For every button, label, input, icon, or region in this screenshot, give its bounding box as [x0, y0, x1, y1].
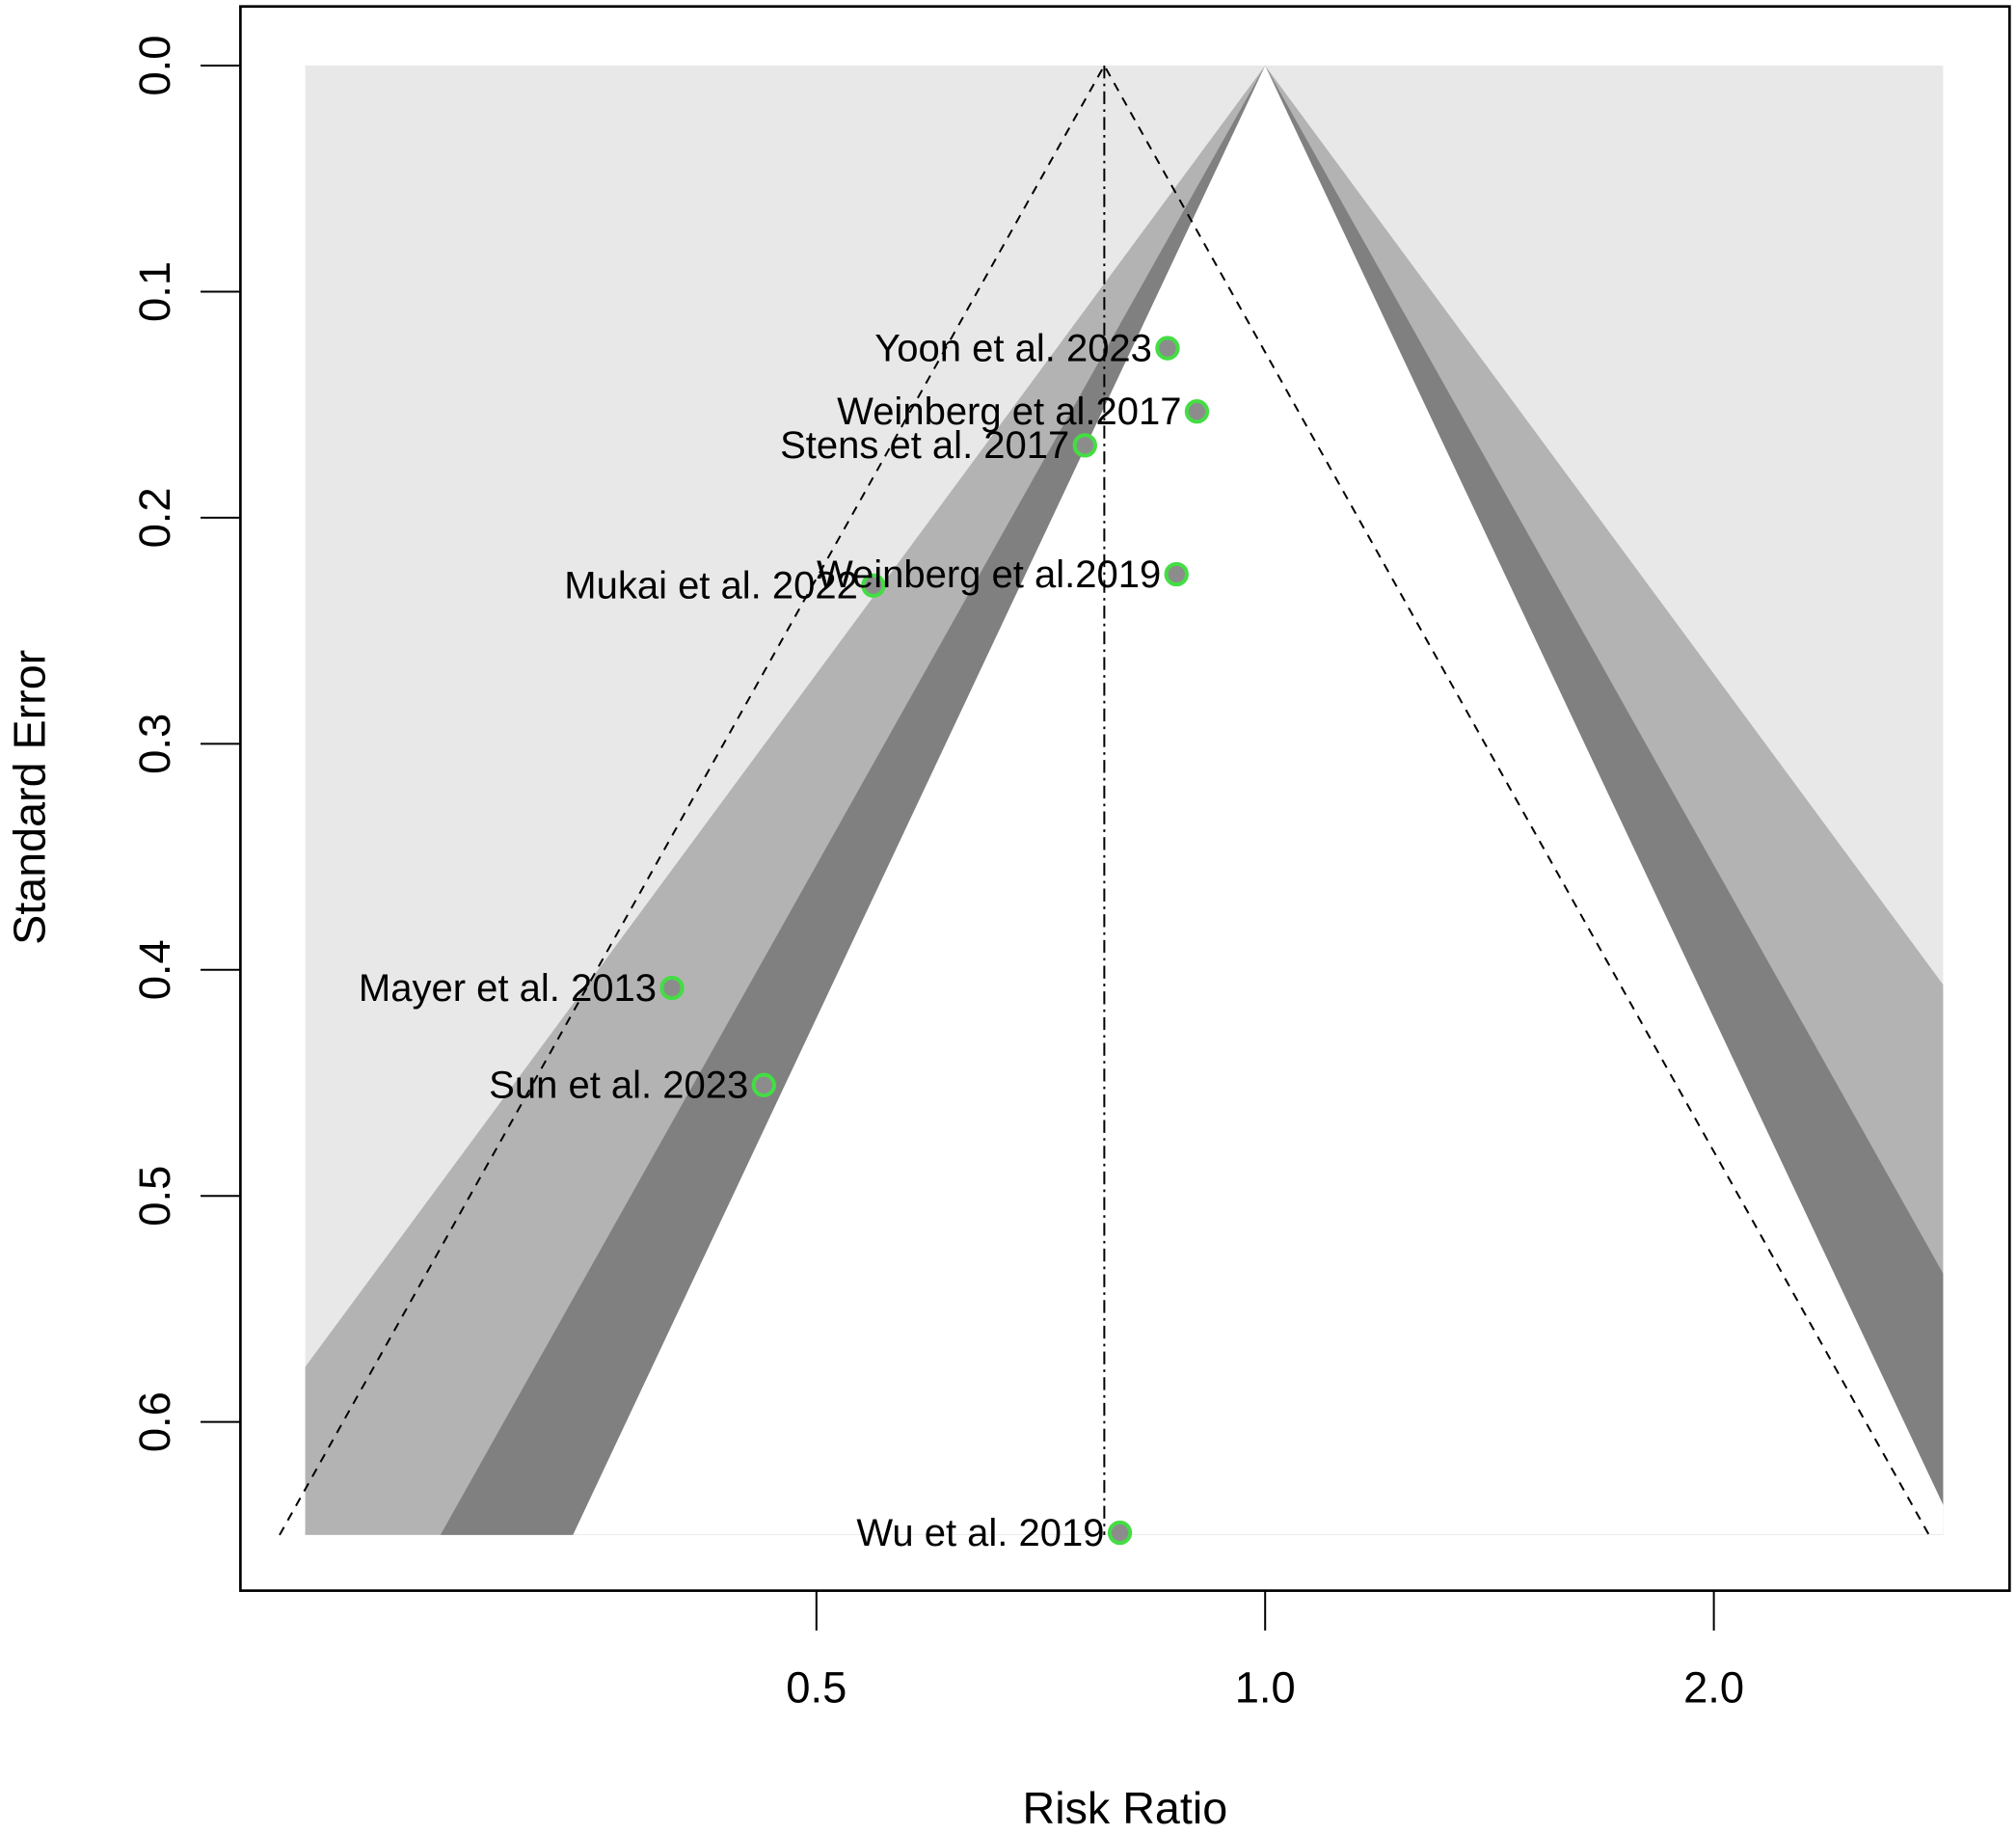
pseudo-ci-lines: [279, 63, 1930, 1536]
study-point: [1164, 561, 1189, 587]
study-point: [659, 975, 685, 1001]
x-tick-label: 1.0: [1235, 1663, 1296, 1713]
study-label: Weinberg et al.2017: [837, 391, 1181, 433]
study-label: Yoon et al. 2023: [874, 327, 1152, 369]
y-tick-label: 0.0: [130, 36, 179, 96]
y-tick-label: 0.3: [130, 714, 179, 774]
y-tick-label: 0.1: [130, 261, 179, 322]
study-label: Wu et al. 2019: [856, 1512, 1104, 1554]
study-point: [861, 573, 886, 598]
study-point: [1155, 336, 1180, 361]
region-p010: [573, 66, 1944, 1535]
study-point: [1184, 399, 1210, 424]
y-tick-label: 0.6: [130, 1391, 179, 1452]
study-point: [1107, 1520, 1133, 1546]
study-label: Stens et al. 2017: [780, 424, 1069, 467]
study-point: [1072, 433, 1097, 458]
study-point: [751, 1072, 776, 1098]
y-tick-label: 0.2: [130, 487, 179, 548]
y-tick-label: 0.5: [130, 1166, 179, 1227]
study-label: Mukai et al. 2022: [564, 565, 858, 607]
x-tick-label: 2.0: [1683, 1663, 1744, 1713]
study-label: Mayer et al. 2013: [359, 967, 657, 1010]
plot-frame: [239, 5, 2011, 1592]
y-axis-label: Standard Error: [5, 650, 55, 945]
x-axis-label: Risk Ratio: [1023, 1783, 1228, 1833]
x-tick-label: 0.5: [786, 1663, 847, 1713]
y-tick-label: 0.4: [130, 939, 179, 1000]
study-label: Sun et al. 2023: [489, 1065, 748, 1107]
study-label: Weinberg et al.2019: [817, 553, 1161, 596]
